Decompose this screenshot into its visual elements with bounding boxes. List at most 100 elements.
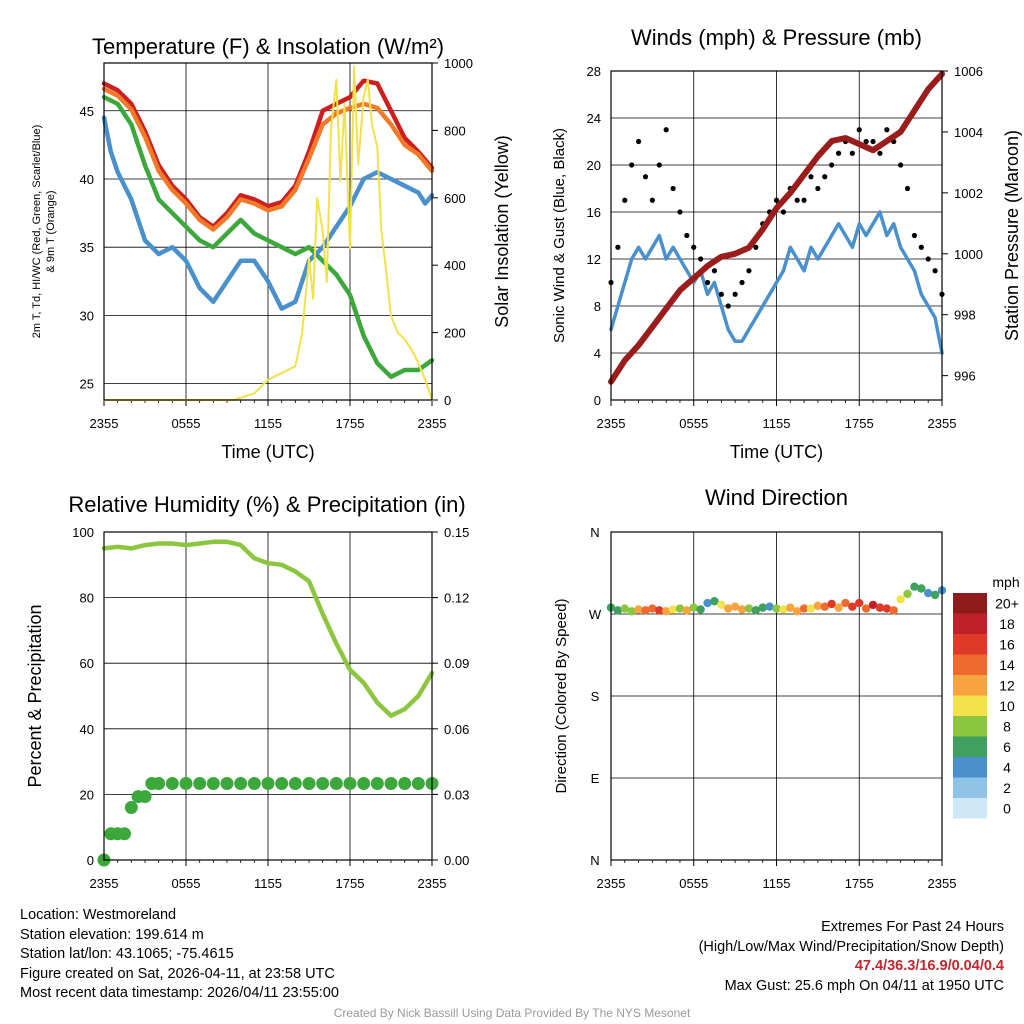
winds-y2-tick-label: 996: [954, 369, 976, 384]
rh-x-tick-label: 2355: [90, 876, 119, 891]
winds-point-gust: [877, 150, 883, 156]
winds-title: Winds (mph) & Pressure (mb): [631, 25, 922, 50]
wdir-y-tick-label: S: [591, 689, 600, 704]
rh-point-precipitation: [261, 776, 275, 790]
winds-point-gust: [746, 268, 752, 274]
winds-point-gust: [629, 162, 635, 168]
rh-point-precipitation: [118, 827, 131, 841]
winds-ylabel: Sonic Wind & Gust (Blue, Black): [551, 128, 568, 343]
rh-y2-tick-label: 0.09: [444, 656, 469, 671]
winds-y-tick-label: 12: [587, 252, 601, 267]
temp-y-tick-label: 30: [80, 308, 94, 323]
wdir-point: [710, 597, 719, 606]
rh-x-tick-label: 1155: [254, 876, 282, 891]
winds-point-gust: [677, 209, 683, 215]
temp-y-tick-label: 25: [80, 377, 94, 392]
wdir-point: [786, 603, 795, 612]
winds-point-gust: [753, 244, 759, 250]
wdir-point: [827, 599, 836, 609]
wdir-point: [772, 604, 781, 613]
winds-point-gust: [718, 291, 724, 297]
wdir-ylabel: Direction (Colored By Speed): [553, 598, 570, 793]
wdir-point: [855, 598, 864, 608]
winds-y-tick-label: 24: [587, 111, 601, 126]
wdir-point: [930, 590, 940, 600]
rh-point-precipitation: [275, 776, 289, 790]
temp-series-heat-index-wind-chill: [101, 115, 435, 311]
extremes-subtitle: (High/Low/Max Wind/Precipitation/Snow De…: [698, 938, 1004, 955]
temp-frame: [103, 62, 433, 401]
wdir-legend-swatch: [953, 613, 987, 634]
winds-y-tick-label: 28: [587, 64, 601, 79]
wdir-point: [751, 606, 761, 615]
winds-y2-tick-label: 1006: [954, 64, 983, 79]
wdir-point: [634, 605, 643, 614]
rh-title: Relative Humidity (%) & Precipitation (i…: [68, 492, 465, 517]
rh-point-precipitation: [152, 776, 166, 790]
rh-point-precipitation: [193, 776, 207, 790]
wdir-legend-swatch: [953, 593, 987, 614]
wdir-point: [668, 605, 678, 614]
rh-y-tick-label: 60: [80, 656, 94, 671]
temp-y2-tick-label: 1000: [444, 56, 473, 71]
temp-y-tick-label: 35: [80, 240, 94, 255]
winds-y2-tick-label: 1000: [954, 247, 983, 262]
temp-x-tick-label: 2355: [418, 416, 447, 431]
winds-point-gust: [794, 197, 800, 203]
wdir-y-tick-label: W: [589, 607, 602, 622]
wdir-legend-label: 16: [999, 636, 1015, 652]
wdir-point: [613, 606, 623, 615]
wdir-legend-swatch: [953, 675, 987, 696]
temp-y2label: Solar Insolation (Yellow): [492, 135, 512, 327]
winds-point-gust: [801, 197, 807, 203]
wdir-point: [661, 607, 671, 616]
wdir-point: [675, 604, 685, 613]
wdir-legend-swatch: [953, 695, 987, 716]
winds-point-gust: [732, 291, 738, 297]
winds-series-sonic-wind: [609, 210, 944, 355]
wdir-point: [792, 607, 802, 616]
rh-y2-tick-label: 0.00: [444, 853, 469, 868]
wdir-point: [848, 602, 857, 611]
wdir-legend-swatch: [953, 716, 987, 737]
wdir-point: [648, 604, 657, 613]
wdir-legend-label: 12: [999, 677, 1015, 693]
wdir-x-tick-label: 2355: [928, 876, 957, 891]
wdir-legend-swatch: [953, 654, 987, 675]
rh-x-tick-label: 1755: [336, 876, 365, 891]
winds-point-gust: [808, 174, 814, 180]
wdir-x-tick-label: 1755: [845, 876, 874, 891]
wdir-x-tick-label: 1155: [763, 876, 791, 891]
rh-point-precipitation: [370, 776, 384, 790]
winds-series-station-pressure: [608, 71, 945, 385]
rh-ylabel: Percent & Precipitation: [25, 604, 45, 787]
wdir-point: [689, 603, 698, 612]
wdir-point: [896, 595, 905, 604]
winds-point-gust: [725, 303, 731, 309]
extremes-title: Extremes For Past 24 Hours: [821, 919, 1004, 935]
rh-x-tick-label: 0555: [172, 876, 201, 891]
winds-x-tick-label: 2355: [597, 416, 626, 431]
rh-y-tick-label: 0: [87, 853, 94, 868]
rh-point-precipitation: [329, 776, 343, 790]
wdir-title: Wind Direction: [705, 485, 848, 510]
winds-point-gust: [856, 127, 862, 133]
rh-y-tick-label: 100: [72, 525, 94, 540]
wdir-x-tick-label: 0555: [679, 876, 708, 891]
wdir-point: [758, 603, 767, 612]
winds-xlabel: Time (UTC): [730, 442, 823, 462]
winds-y2-tick-label: 1002: [954, 186, 983, 201]
wdir-legend-swatch: [953, 736, 987, 757]
temp-y2-tick-label: 400: [444, 258, 466, 273]
winds-point-gust: [780, 209, 786, 215]
rh-point-precipitation: [138, 790, 152, 804]
wdir-point: [903, 589, 912, 599]
wdir-point: [737, 605, 747, 614]
station-info: Location: Westmoreland Station elevation…: [20, 906, 339, 1004]
winds-point-gust: [635, 138, 642, 145]
wdir-point: [813, 601, 823, 610]
wdir-legend-title: mph: [992, 574, 1019, 590]
wdir-point: [765, 602, 774, 611]
wdir-legend-label: 4: [1003, 759, 1011, 775]
station-latlon: Station lat/lon: 43.1065; -75.4615: [20, 946, 234, 962]
